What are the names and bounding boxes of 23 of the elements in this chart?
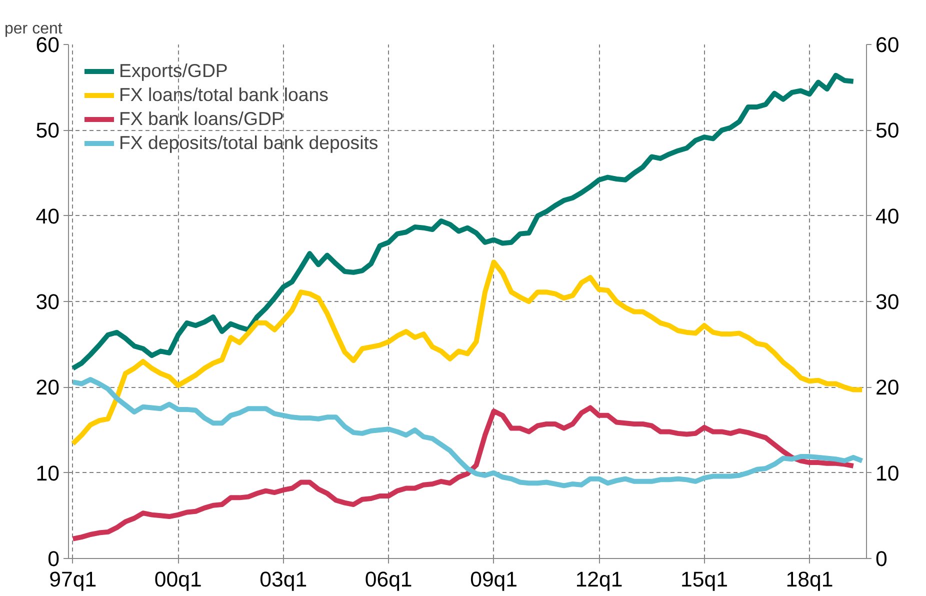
y-tick-label: 50 (36, 118, 60, 143)
legend-label: FX loans/total bank loans (119, 84, 328, 106)
x-tick-label: 15q1 (680, 568, 728, 592)
y2-tick-label: 40 (876, 204, 900, 228)
x-tick-label: 12q1 (575, 568, 623, 592)
y2-tick-label: 60 (876, 33, 900, 57)
y2-tick-label: 0 (876, 547, 888, 571)
x-tick-label: 09q1 (470, 568, 518, 592)
y-tick-label: 30 (36, 290, 60, 314)
y-tick-label: 40 (36, 204, 60, 228)
legend-label: Exports/GDP (119, 60, 228, 82)
x-tick-label: 06q1 (364, 568, 412, 592)
y2-tick-label: 20 (876, 376, 900, 400)
legend-label: FX bank loans/GDP (119, 108, 284, 130)
y2-tick-label: 10 (876, 461, 900, 486)
y2-tick-label: 50 (876, 118, 900, 143)
y-tick-label: 10 (36, 461, 60, 486)
y2-tick-label: 30 (876, 290, 900, 314)
x-tick-label: 18q1 (786, 568, 834, 592)
y-tick-label: 20 (36, 376, 60, 400)
x-tick-label: 00q1 (154, 568, 202, 592)
x-tick-label: 03q1 (260, 568, 308, 592)
legend-label: FX deposits/total bank deposits (119, 132, 378, 154)
